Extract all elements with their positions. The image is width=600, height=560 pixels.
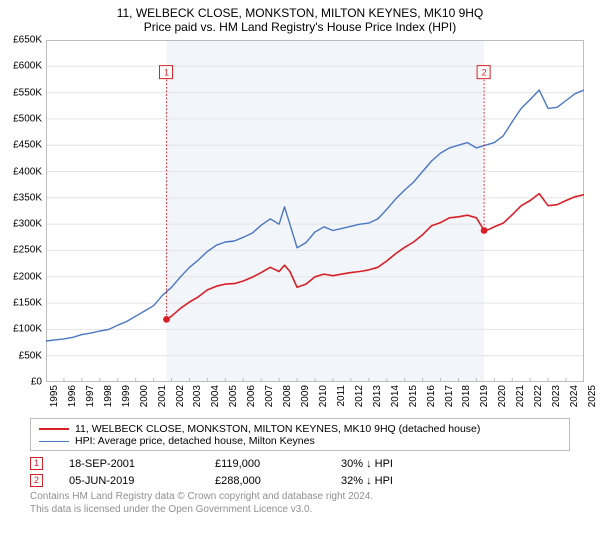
x-tick-label: 2015 [408, 385, 419, 407]
x-tick-label: 2013 [372, 385, 383, 407]
x-tick-label: 2012 [354, 385, 365, 407]
y-tick-label: £200K [13, 271, 42, 282]
x-tick-label: 1998 [103, 385, 114, 407]
x-tick-label: 2004 [210, 385, 221, 407]
credit-line-2: This data is licensed under the Open Gov… [30, 504, 570, 517]
event-price: £119,000 [215, 458, 315, 470]
y-tick-label: £600K [13, 61, 42, 72]
y-tick-label: £350K [13, 192, 42, 203]
y-tick-label: £450K [13, 140, 42, 151]
x-tick-label: 2022 [533, 385, 544, 407]
x-tick-label: 2020 [497, 385, 508, 407]
y-tick-label: £100K [13, 324, 42, 335]
event-delta: 30% ↓ HPI [341, 458, 461, 470]
x-tick-label: 2019 [479, 385, 490, 407]
y-tick-label: £150K [13, 298, 42, 309]
x-tick-label: 2011 [336, 385, 347, 407]
event-row: 2 05-JUN-2019 £288,000 32% ↓ HPI [30, 474, 570, 487]
y-tick-label: £650K [13, 35, 42, 46]
x-tick-label: 2000 [139, 385, 150, 407]
event-delta: 32% ↓ HPI [341, 475, 461, 487]
event-marker-icon: 2 [30, 474, 43, 487]
x-tick-label: 2003 [192, 385, 203, 407]
legend-label: 11, WELBECK CLOSE, MONKSTON, MILTON KEYN… [75, 423, 480, 435]
legend-label: HPI: Average price, detached house, Milt… [75, 435, 315, 447]
x-tick-label: 2016 [426, 385, 437, 407]
x-tick-label: 2018 [461, 385, 472, 407]
x-tick-label: 2001 [157, 385, 168, 407]
x-tick-label: 2010 [318, 385, 329, 407]
chart-area: £0£50K£100K£150K£200K£250K£300K£350K£400… [46, 40, 584, 382]
chart-title: 11, WELBECK CLOSE, MONKSTON, MILTON KEYN… [0, 0, 600, 34]
x-tick-label: 2017 [444, 385, 455, 407]
legend-row: 11, WELBECK CLOSE, MONKSTON, MILTON KEYN… [39, 423, 561, 435]
x-tick-label: 2007 [264, 385, 275, 407]
x-tick-label: 2005 [228, 385, 239, 407]
x-tick-label: 1995 [49, 385, 60, 407]
event-marker-icon: 1 [30, 457, 43, 470]
event-row: 1 18-SEP-2001 £119,000 30% ↓ HPI [30, 457, 570, 470]
event-date: 05-JUN-2019 [69, 475, 189, 487]
y-axis: £0£50K£100K£150K£200K£250K£300K£350K£400… [0, 40, 46, 382]
y-tick-label: £0 [31, 377, 42, 388]
x-tick-label: 1999 [121, 385, 132, 407]
x-tick-label: 1997 [85, 385, 96, 407]
x-tick-label: 2009 [300, 385, 311, 407]
x-tick-label: 1996 [67, 385, 78, 407]
y-tick-label: £400K [13, 166, 42, 177]
x-tick-label: 2002 [175, 385, 186, 407]
x-tick-label: 2025 [587, 385, 598, 407]
legend: 11, WELBECK CLOSE, MONKSTON, MILTON KEYN… [30, 418, 570, 451]
legend-swatch [39, 441, 69, 442]
credits: Contains HM Land Registry data © Crown c… [30, 491, 570, 516]
credit-line-1: Contains HM Land Registry data © Crown c… [30, 491, 570, 504]
event-price: £288,000 [215, 475, 315, 487]
y-tick-label: £300K [13, 219, 42, 230]
legend-swatch [39, 428, 69, 430]
x-axis: 1995 1996 1997 1998 1999 2000 2001 2002 2003 2004… [46, 382, 584, 414]
chart-plot: 12 [46, 40, 584, 382]
legend-row: HPI: Average price, detached house, Milt… [39, 435, 561, 447]
y-tick-label: £550K [13, 87, 42, 98]
x-tick-label: 2024 [569, 385, 580, 407]
y-tick-label: £500K [13, 113, 42, 124]
event-table: 1 18-SEP-2001 £119,000 30% ↓ HPI 2 05-JUN-201… [30, 457, 570, 487]
svg-text:1: 1 [164, 68, 169, 78]
x-tick-label: 2008 [282, 385, 293, 407]
y-tick-label: £250K [13, 245, 42, 256]
y-tick-label: £50K [19, 350, 42, 361]
x-tick-label: 2006 [246, 385, 257, 407]
title-line-2: Price paid vs. HM Land Registry's House … [0, 20, 600, 34]
svg-text:2: 2 [482, 68, 487, 78]
title-line-1: 11, WELBECK CLOSE, MONKSTON, MILTON KEYN… [0, 6, 600, 20]
x-tick-label: 2023 [551, 385, 562, 407]
x-tick-label: 2021 [515, 385, 526, 407]
event-date: 18-SEP-2001 [69, 458, 189, 470]
x-tick-label: 2014 [390, 385, 401, 407]
